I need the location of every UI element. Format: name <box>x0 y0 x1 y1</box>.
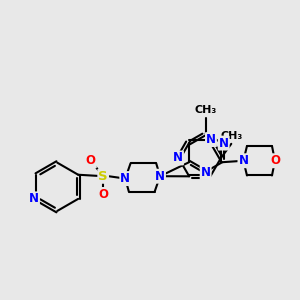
Text: O: O <box>86 154 96 167</box>
Text: N: N <box>219 136 229 150</box>
Text: S: S <box>98 170 108 183</box>
Text: N: N <box>201 166 211 179</box>
Text: N: N <box>120 172 130 185</box>
Text: CH₃: CH₃ <box>194 105 217 115</box>
Text: N: N <box>173 152 183 164</box>
Text: N: N <box>155 170 165 183</box>
Text: N: N <box>29 192 39 206</box>
Text: CH₃: CH₃ <box>220 131 242 142</box>
Text: O: O <box>270 154 280 167</box>
Text: O: O <box>98 188 108 201</box>
Text: N: N <box>238 154 248 167</box>
Text: N: N <box>206 133 216 146</box>
